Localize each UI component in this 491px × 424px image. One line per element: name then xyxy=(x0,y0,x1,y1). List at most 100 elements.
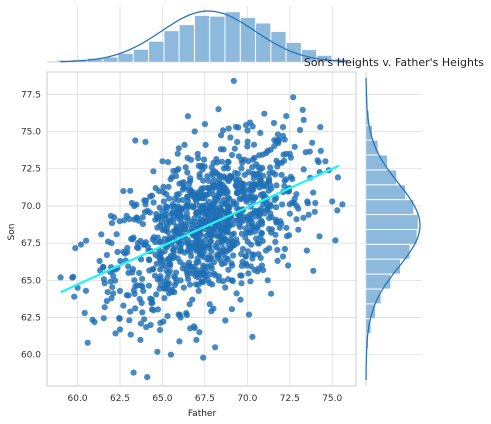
father-hist-bar xyxy=(301,49,317,63)
scatter-point xyxy=(244,215,251,222)
scatter-point xyxy=(182,164,189,171)
scatter-point xyxy=(113,231,120,238)
scatter-point xyxy=(156,213,163,220)
scatter-point xyxy=(96,257,103,265)
scatter-point xyxy=(283,113,290,120)
scatter-point xyxy=(142,138,149,145)
scatter-point xyxy=(100,315,107,322)
scatter-point xyxy=(190,203,197,210)
scatter-point xyxy=(296,126,304,134)
scatter-point xyxy=(300,116,307,123)
scatter-point xyxy=(234,217,241,224)
scatter-point xyxy=(312,199,319,207)
scatter-point xyxy=(329,198,336,205)
scatter-point xyxy=(138,299,145,307)
scatter-point xyxy=(268,226,276,233)
scatter-point xyxy=(130,234,137,241)
y-tick-label: 77.5 xyxy=(21,90,41,100)
scatter-point xyxy=(257,129,264,136)
scatter-point xyxy=(254,239,261,246)
scatter-point xyxy=(161,215,168,222)
scatter-point xyxy=(309,139,316,146)
scatter-point xyxy=(107,278,114,285)
scatter-point xyxy=(172,269,180,276)
scatter-point xyxy=(195,287,202,294)
son-hist-bar xyxy=(365,214,419,230)
father-marginal-histogram xyxy=(47,6,356,63)
father-hist-bar xyxy=(209,16,225,63)
scatter-point xyxy=(150,168,157,175)
scatter-point xyxy=(175,311,182,318)
father-hist-bar xyxy=(179,24,195,63)
son-kde-curve xyxy=(365,78,421,380)
scatter-point xyxy=(164,313,171,320)
scatter-point xyxy=(250,186,257,193)
y-tick-label: 70.0 xyxy=(21,202,41,212)
scatter-point xyxy=(202,141,209,148)
scatter-point xyxy=(304,200,311,207)
scatter-point xyxy=(267,164,274,171)
x-tick-labels: 60.0 62.5 65.0 67.5 70.0 72.5 75.0 xyxy=(68,394,343,404)
scatter-point xyxy=(249,333,256,340)
scatter-point xyxy=(120,248,127,255)
scatter-point xyxy=(193,336,200,343)
scatter-point xyxy=(265,187,272,194)
scatter-point xyxy=(269,169,276,176)
scatter-point xyxy=(276,224,283,231)
scatter-point xyxy=(189,296,196,303)
scatter-point xyxy=(267,210,274,217)
scatter-point xyxy=(230,198,237,205)
scatter-point xyxy=(295,226,302,233)
scatter-point xyxy=(152,239,159,246)
scatter-point xyxy=(157,266,164,273)
scatter-point xyxy=(180,284,187,291)
scatter-point xyxy=(196,174,203,181)
scatter-point xyxy=(200,270,207,277)
scatter-point xyxy=(193,237,200,244)
scatter-point xyxy=(251,209,258,216)
scatter-point xyxy=(109,284,116,291)
scatter-point xyxy=(206,301,213,308)
scatter-point xyxy=(165,183,172,190)
scatter-point xyxy=(204,173,211,180)
scatter-point xyxy=(136,269,143,277)
y-tick-label: 60.0 xyxy=(21,351,41,361)
scatter-point xyxy=(161,284,168,291)
scatter-point xyxy=(261,110,268,117)
scatter-point xyxy=(235,124,242,131)
scatter-point xyxy=(69,274,76,281)
scatter-point xyxy=(108,220,116,227)
scatter-point xyxy=(266,201,274,208)
scatter-point xyxy=(287,154,294,161)
father-hist-bar xyxy=(240,17,256,63)
scatter-point xyxy=(200,156,208,163)
scatter-point xyxy=(244,138,251,145)
y-tick-label: 67.5 xyxy=(21,239,41,249)
scatter-point xyxy=(279,201,286,208)
scatter-point xyxy=(101,304,108,311)
scatter-point xyxy=(116,315,123,322)
scatter-point xyxy=(209,225,216,232)
scatter-point xyxy=(282,176,290,183)
scatter-point xyxy=(238,165,245,172)
scatter-point xyxy=(260,192,267,199)
scatter-point xyxy=(146,257,153,264)
scatter-point xyxy=(160,189,167,196)
scatter-point xyxy=(251,171,258,178)
scatter-point xyxy=(339,201,346,208)
x-tick-label: 65.0 xyxy=(152,394,172,404)
scatter-point xyxy=(181,262,188,269)
scatter-point xyxy=(245,270,252,277)
scatter-point xyxy=(233,236,240,243)
scatter-point xyxy=(259,151,266,158)
scatter-point xyxy=(230,77,237,84)
father-hist-bar xyxy=(102,56,118,63)
scatter-point xyxy=(177,216,184,223)
scatter-point xyxy=(125,263,132,270)
scatter-point xyxy=(224,188,231,196)
scatter-point xyxy=(142,239,149,246)
scatter-point xyxy=(177,205,184,212)
scatter-point xyxy=(227,236,234,244)
scatter-point xyxy=(221,173,228,180)
scatter-point xyxy=(160,198,167,205)
